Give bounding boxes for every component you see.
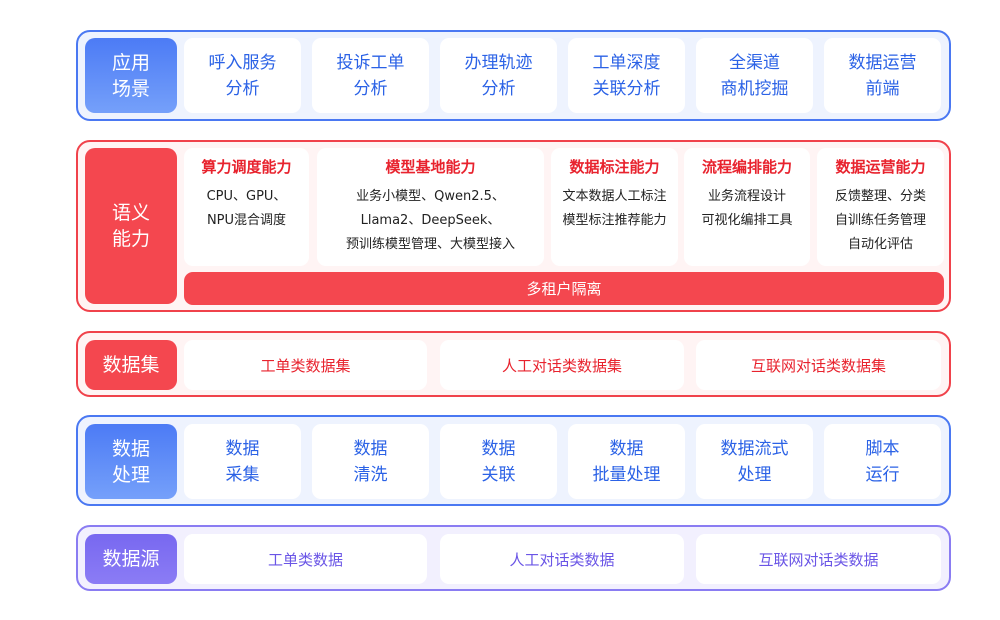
app-card: 呼入服务 分析 (184, 38, 301, 113)
processing-card: 数据 关联 (440, 424, 557, 499)
capability-card: 模型基地能力 业务小模型、Qwen2.5、 Llama2、DeepSeek、 预… (317, 148, 544, 266)
capability-title: 数据运营能力 (835, 158, 926, 176)
capability-title: 流程编排能力 (701, 158, 792, 176)
source-layer: 数据源 工单类数据 人工对话类数据 互联网对话类数据 (76, 525, 951, 591)
layer-label: 数据集 (85, 340, 177, 390)
capability-card: 数据标注能力 文本数据人工标注 模型标注推荐能力 (551, 148, 678, 266)
layer-label: 语义 能力 (85, 148, 177, 304)
capability-card: 数据运营能力 反馈整理、分类 自训练任务管理 自动化评估 (817, 148, 944, 266)
source-card: 互联网对话类数据 (696, 534, 941, 584)
capability-body: 文本数据人工标注 模型标注推荐能力 (562, 189, 667, 228)
semantic-layer: 语义 能力 算力调度能力 CPU、GPU、 NPU混合调度 模型基地能力 业务小… (76, 140, 951, 312)
layer-label: 数据 处理 (85, 424, 177, 499)
capability-body: CPU、GPU、 NPU混合调度 (206, 189, 287, 228)
capability-card: 流程编排能力 业务流程设计 可视化编排工具 (684, 148, 810, 266)
source-card: 人工对话类数据 (440, 534, 684, 584)
dataset-card: 互联网对话类数据集 (696, 340, 941, 390)
capability-body: 业务小模型、Qwen2.5、 Llama2、DeepSeek、 预训练模型管理、… (345, 189, 515, 252)
app-card: 全渠道 商机挖掘 (696, 38, 813, 113)
capability-body: 业务流程设计 可视化编排工具 (701, 189, 793, 228)
multi-tenant-bar: 多租户隔离 (184, 272, 944, 305)
dataset-card: 工单类数据集 (184, 340, 427, 390)
processing-layer: 数据 处理 数据 采集 数据 清洗 数据 关联 数据 批量处理 数据流式 处理 … (76, 415, 951, 506)
capability-title: 算力调度能力 (201, 158, 292, 176)
app-card: 工单深度 关联分析 (568, 38, 685, 113)
processing-card: 数据 清洗 (312, 424, 429, 499)
capability-title: 数据标注能力 (569, 158, 660, 176)
application-layer: 应用 场景 呼入服务 分析 投诉工单 分析 办理轨迹 分析 工单深度 关联分析 … (76, 30, 951, 121)
processing-card: 数据 采集 (184, 424, 301, 499)
capability-title: 模型基地能力 (385, 158, 476, 176)
dataset-card: 人工对话类数据集 (440, 340, 684, 390)
app-card: 数据运营 前端 (824, 38, 941, 113)
dataset-layer: 数据集 工单类数据集 人工对话类数据集 互联网对话类数据集 (76, 331, 951, 397)
processing-card: 数据 批量处理 (568, 424, 685, 499)
capability-card: 算力调度能力 CPU、GPU、 NPU混合调度 (184, 148, 309, 266)
processing-card: 脚本 运行 (824, 424, 941, 499)
layer-label: 数据源 (85, 534, 177, 584)
layer-label: 应用 场景 (85, 38, 177, 113)
app-card: 投诉工单 分析 (312, 38, 429, 113)
capability-body: 反馈整理、分类 自训练任务管理 自动化评估 (834, 189, 926, 252)
app-card: 办理轨迹 分析 (440, 38, 557, 113)
processing-card: 数据流式 处理 (696, 424, 813, 499)
source-card: 工单类数据 (184, 534, 427, 584)
